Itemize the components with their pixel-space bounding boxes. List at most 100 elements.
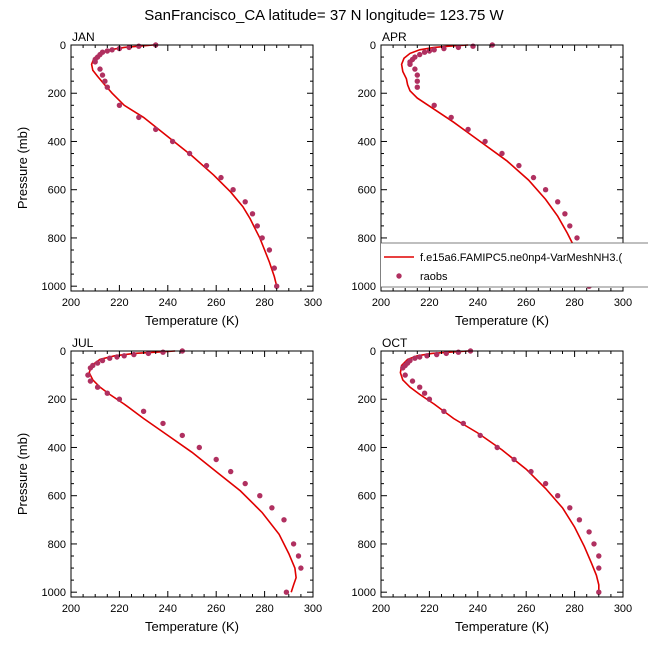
raobs-point xyxy=(104,84,111,90)
model-profile-line xyxy=(90,44,278,287)
raobs-point xyxy=(136,43,142,49)
y-tick-label: 200 xyxy=(358,394,376,406)
raobs-point xyxy=(455,44,462,51)
raobs-point xyxy=(104,48,111,54)
raobs-point xyxy=(94,384,101,390)
y-tick-label: 400 xyxy=(358,136,376,148)
legend-raobs-label: raobs xyxy=(420,271,448,283)
raobs-point xyxy=(414,78,420,84)
raobs-point xyxy=(104,390,111,396)
x-tick-label: 220 xyxy=(110,603,128,615)
raobs-point xyxy=(116,102,123,109)
raobs-point xyxy=(431,47,437,53)
x-tick-label: 240 xyxy=(159,297,177,309)
raobs-point xyxy=(400,365,406,371)
x-tick-label: 260 xyxy=(517,297,535,309)
raobs-point xyxy=(407,61,413,67)
x-tick-label: 280 xyxy=(255,297,273,309)
raobs-point xyxy=(448,114,454,121)
raobs-point xyxy=(97,66,103,72)
raobs-point xyxy=(213,456,219,463)
raobs-point xyxy=(576,517,583,523)
raobs-point xyxy=(528,468,534,475)
x-axis-label: Temperature (K) xyxy=(145,313,239,328)
raobs-point xyxy=(542,187,549,193)
raobs-point xyxy=(271,265,277,271)
raobs-point xyxy=(511,456,517,463)
x-tick-label: 300 xyxy=(614,297,632,309)
y-tick-label: 800 xyxy=(358,233,376,245)
raobs-point xyxy=(131,351,137,358)
raobs-point xyxy=(499,150,505,157)
raobs-point xyxy=(417,354,423,360)
y-tick-label: 0 xyxy=(370,346,376,358)
x-tick-label: 200 xyxy=(372,297,390,309)
legend-model-label: f.e15a6.FAMIPC5.ne0np4-VarMeshNH3.( xyxy=(420,252,623,264)
raobs-point xyxy=(402,372,408,378)
x-tick-label: 260 xyxy=(207,603,225,615)
x-axis-label: Temperature (K) xyxy=(455,313,549,328)
raobs-point xyxy=(424,353,430,359)
raobs-point xyxy=(477,432,483,439)
raobs-point xyxy=(102,78,108,84)
raobs-point xyxy=(412,355,418,361)
raobs-point xyxy=(274,283,280,289)
x-tick-label: 280 xyxy=(565,603,583,615)
panel-label: JUL xyxy=(72,336,94,350)
raobs-point xyxy=(114,354,120,360)
raobs-point xyxy=(470,43,476,49)
raobs-point xyxy=(417,51,423,58)
raobs-point xyxy=(85,372,91,378)
raobs-point xyxy=(567,505,573,511)
raobs-point xyxy=(136,114,142,121)
raobs-point xyxy=(179,432,185,439)
raobs-point xyxy=(417,384,423,390)
raobs-point xyxy=(460,420,466,427)
plot-frame xyxy=(70,350,314,598)
raobs-point xyxy=(254,223,260,229)
raobs-point xyxy=(586,529,592,535)
raobs-point xyxy=(109,47,115,53)
raobs-point xyxy=(596,553,602,559)
y-tick-label: 600 xyxy=(358,491,376,503)
raobs-point xyxy=(87,365,94,371)
raobs-point xyxy=(259,235,265,241)
raobs-point xyxy=(99,357,106,364)
legend-background xyxy=(381,243,648,287)
raobs-point xyxy=(516,162,522,169)
raobs-point xyxy=(266,247,273,253)
y-tick-label: 200 xyxy=(48,394,66,406)
raobs-point xyxy=(409,378,416,384)
raobs-point xyxy=(169,138,176,145)
raobs-point xyxy=(434,351,440,358)
x-tick-label: 300 xyxy=(304,297,322,309)
raobs-point xyxy=(465,126,471,133)
raobs-point xyxy=(92,59,98,65)
y-tick-label: 1000 xyxy=(42,281,66,293)
raobs-point xyxy=(145,350,152,357)
raobs-point xyxy=(414,84,420,90)
y-axis-label: Pressure (mb) xyxy=(15,433,30,515)
raobs-point xyxy=(494,444,500,451)
raobs-point xyxy=(242,480,248,487)
raobs-point xyxy=(116,396,123,402)
y-tick-label: 1000 xyxy=(352,587,376,599)
model-profile-line xyxy=(399,350,600,593)
raobs-point xyxy=(228,468,234,475)
y-tick-label: 400 xyxy=(48,442,66,454)
raobs-point xyxy=(269,505,275,511)
raobs-point xyxy=(87,378,94,384)
raobs-point xyxy=(160,420,166,427)
legend-raobs-swatch xyxy=(396,273,402,279)
y-axis-label: Pressure (mb) xyxy=(15,127,30,209)
raobs-point xyxy=(426,396,433,402)
raobs-point xyxy=(431,102,437,109)
x-tick-label: 240 xyxy=(469,297,487,309)
y-tick-label: 400 xyxy=(48,136,66,148)
y-tick-label: 1000 xyxy=(352,281,376,293)
raobs-point xyxy=(218,174,224,181)
y-tick-label: 800 xyxy=(48,233,66,245)
model-profile-line xyxy=(88,350,297,593)
raobs-point xyxy=(567,223,573,229)
y-tick-label: 200 xyxy=(358,88,376,100)
